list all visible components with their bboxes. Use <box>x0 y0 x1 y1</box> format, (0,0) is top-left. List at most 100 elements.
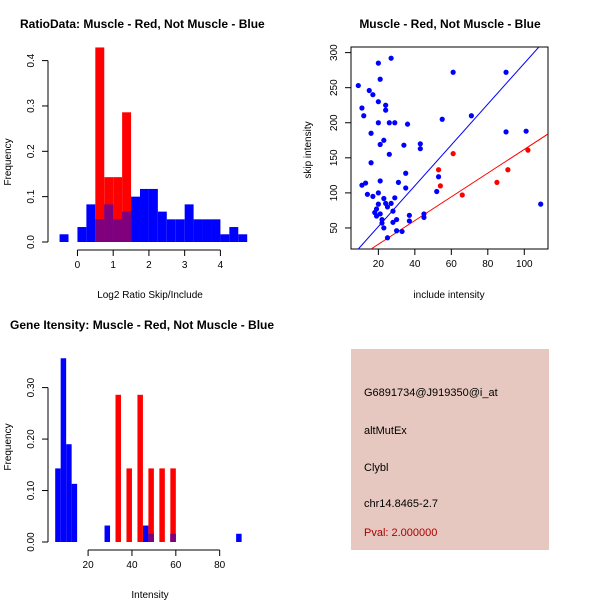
intensity-histogram-x-tick-label-1: 40 <box>126 560 138 571</box>
intensity-histogram-bar-muscle-0 <box>115 394 121 542</box>
intensity-histogram-y-tick-label-3: 0.30 <box>26 377 37 397</box>
probe-id-text: G6891734@J919350@i_at <box>364 387 498 399</box>
ratio-histogram-bar-not-muscle-19 <box>238 234 248 242</box>
scatter-point-not-muscle-12 <box>373 206 380 212</box>
scatter-point-not-muscle-29 <box>383 107 389 113</box>
scatter-point-not-muscle-36 <box>388 200 394 207</box>
ratio-histogram-bar-not-muscle-15 <box>202 219 212 242</box>
ratio-histogram-bar-not-muscle-1 <box>77 227 87 242</box>
scatter-point-not-muscle-5 <box>364 191 371 197</box>
scatter-point-muscle-2 <box>450 151 456 157</box>
scatter-point-not-muscle-14 <box>375 99 381 105</box>
scatter-point-not-muscle-24 <box>379 220 385 226</box>
ratio-histogram-y-tick-label-2: 0.2 <box>26 144 37 158</box>
scatter-point-muscle-4 <box>494 179 500 185</box>
scatter-point-not-muscle-62 <box>523 128 529 134</box>
ratio-histogram-x-tick-label-4: 4 <box>218 260 224 271</box>
ratio-histogram-bar-not-muscle-12 <box>175 219 185 242</box>
intensity-histogram-bar-not-muscle-2 <box>66 444 72 542</box>
scatter-point-not-muscle-8 <box>368 160 374 166</box>
intensity-histogram-bar-not-muscle-5 <box>142 525 149 542</box>
scatter-point-not-muscle-40 <box>392 195 398 201</box>
scatter-y-tick-label-3: 200 <box>329 114 340 131</box>
scatter-point-not-muscle-18 <box>375 201 381 207</box>
intensity-histogram-bar-muscle-5 <box>170 468 176 542</box>
scatter-point-not-muscle-22 <box>377 211 383 217</box>
ratio-histogram-title: RatioData: Muscle - Red, Not Muscle - Bl… <box>20 17 265 31</box>
scatter-point-not-muscle-10 <box>370 193 376 199</box>
intensity-histogram-y-tick-label-2: 0.20 <box>26 429 37 449</box>
scatter-y-tick-label-5: 300 <box>329 44 340 61</box>
scatter-x-tick-label-1: 40 <box>409 259 421 270</box>
scatter-point-not-muscle-48 <box>404 121 411 127</box>
scatter-point-not-muscle-55 <box>434 188 440 195</box>
intensity-histogram-title: Gene Itensity: Muscle - Red, Not Muscle … <box>10 318 274 332</box>
intensity-histogram-bar-not-muscle-4 <box>104 525 111 542</box>
ratio-histogram-bar-muscle-2 <box>113 177 123 242</box>
gene-name-text: Clybl <box>364 462 388 474</box>
ratio-histogram-y-tick-label-1: 0.1 <box>26 189 37 203</box>
ratio-histogram-y-tick-label-0: 0.0 <box>26 235 37 249</box>
ratio-histogram-panel: RatioData: Muscle - Red, Not Muscle - Bl… <box>3 17 265 301</box>
intensity-histogram-bar-not-muscle-3 <box>71 483 78 542</box>
scatter-point-not-muscle-49 <box>406 218 412 224</box>
scatter-point-not-muscle-4 <box>362 180 369 186</box>
ratio-histogram-ylabel: Frequency <box>3 138 14 185</box>
scatter-point-not-muscle-45 <box>401 142 407 148</box>
scatter-x-tick-label-4: 100 <box>516 259 533 270</box>
intensity-histogram-xlabel: Intensity <box>131 590 168 600</box>
scatter-point-muscle-3 <box>459 192 465 198</box>
scatter-point-not-muscle-20 <box>377 141 383 148</box>
scatter-point-muscle-6 <box>525 147 531 153</box>
scatter-point-not-muscle-32 <box>384 235 391 241</box>
scatter-point-not-muscle-15 <box>375 60 381 66</box>
scatter-point-not-muscle-60 <box>503 129 509 135</box>
ratio-histogram-y-tick-label-3: 0.3 <box>26 99 37 113</box>
scatter-point-not-muscle-37 <box>390 208 396 214</box>
scatter-point-not-muscle-47 <box>403 185 409 191</box>
scatter-x-tick-label-0: 20 <box>373 259 385 270</box>
ratio-histogram-bar-overlap-2-5 <box>113 219 123 242</box>
info-panel: G6891734@J919350@i_at altMutEx Clybl chr… <box>351 349 549 550</box>
ratio-histogram-bar-not-muscle-7 <box>131 196 140 242</box>
scatter-point-not-muscle-61 <box>503 69 509 75</box>
scatter-point-not-muscle-6 <box>366 87 372 94</box>
ratio-histogram-bar-overlap-1-4 <box>104 204 114 242</box>
ratio-histogram-bar-not-muscle-0 <box>59 234 69 242</box>
intensity-histogram-ylabel: Frequency <box>3 423 14 470</box>
ratio-histogram-bar-not-muscle-2 <box>86 204 96 242</box>
ratio-histogram-y-tick-label-4: 0.4 <box>26 53 37 67</box>
scatter-point-not-muscle-33 <box>386 120 392 126</box>
scatter-point-not-muscle-26 <box>381 195 387 202</box>
intensity-histogram-x-tick-label-2: 60 <box>170 560 182 571</box>
scatter-point-not-muscle-2 <box>361 113 367 119</box>
intensity-histogram-bar-overlap-5-7 <box>170 533 176 542</box>
intensity-scatter-panel: Muscle - Red, Not Muscle - Blue include … <box>303 17 549 301</box>
scatter-point-not-muscle-31 <box>384 204 391 210</box>
pval-text: Pval: 2.000000 <box>364 527 437 539</box>
intensity-histogram-bar-not-muscle-8 <box>236 533 242 542</box>
intensity-histogram-bar-muscle-1 <box>126 468 132 542</box>
intensity-histogram-bar-muscle-4 <box>159 468 165 542</box>
intensity-histogram-bar-not-muscle-0 <box>55 468 61 542</box>
intensity-histogram-bar-not-muscle-1 <box>60 358 67 542</box>
location-text: chr14.8465-2.7 <box>364 498 438 510</box>
scatter-point-not-muscle-44 <box>399 228 405 235</box>
scatter-point-not-muscle-7 <box>368 130 374 136</box>
scatter-point-not-muscle-34 <box>386 151 392 157</box>
scatter-point-not-muscle-42 <box>394 216 400 223</box>
intensity-histogram-bar-muscle-2 <box>137 394 143 542</box>
ratio-histogram-x-tick-label-2: 2 <box>146 260 152 271</box>
intensity-histogram-y-tick-label-1: 0.10 <box>26 480 37 500</box>
ratio-histogram-x-tick-label-0: 0 <box>75 260 81 271</box>
scatter-point-not-muscle-28 <box>383 102 389 108</box>
scatter-xlabel: include intensity <box>413 290 484 301</box>
ratio-histogram-x-tick-label-3: 3 <box>182 260 188 271</box>
ratio-histogram-xlabel: Log2 Ratio Skip/Include <box>97 290 203 301</box>
scatter-point-not-muscle-58 <box>450 69 456 75</box>
scatter-fit-line-not-muscle <box>357 47 540 249</box>
scatter-point-not-muscle-39 <box>392 120 398 126</box>
ratio-histogram-bar-not-muscle-18 <box>229 227 239 242</box>
